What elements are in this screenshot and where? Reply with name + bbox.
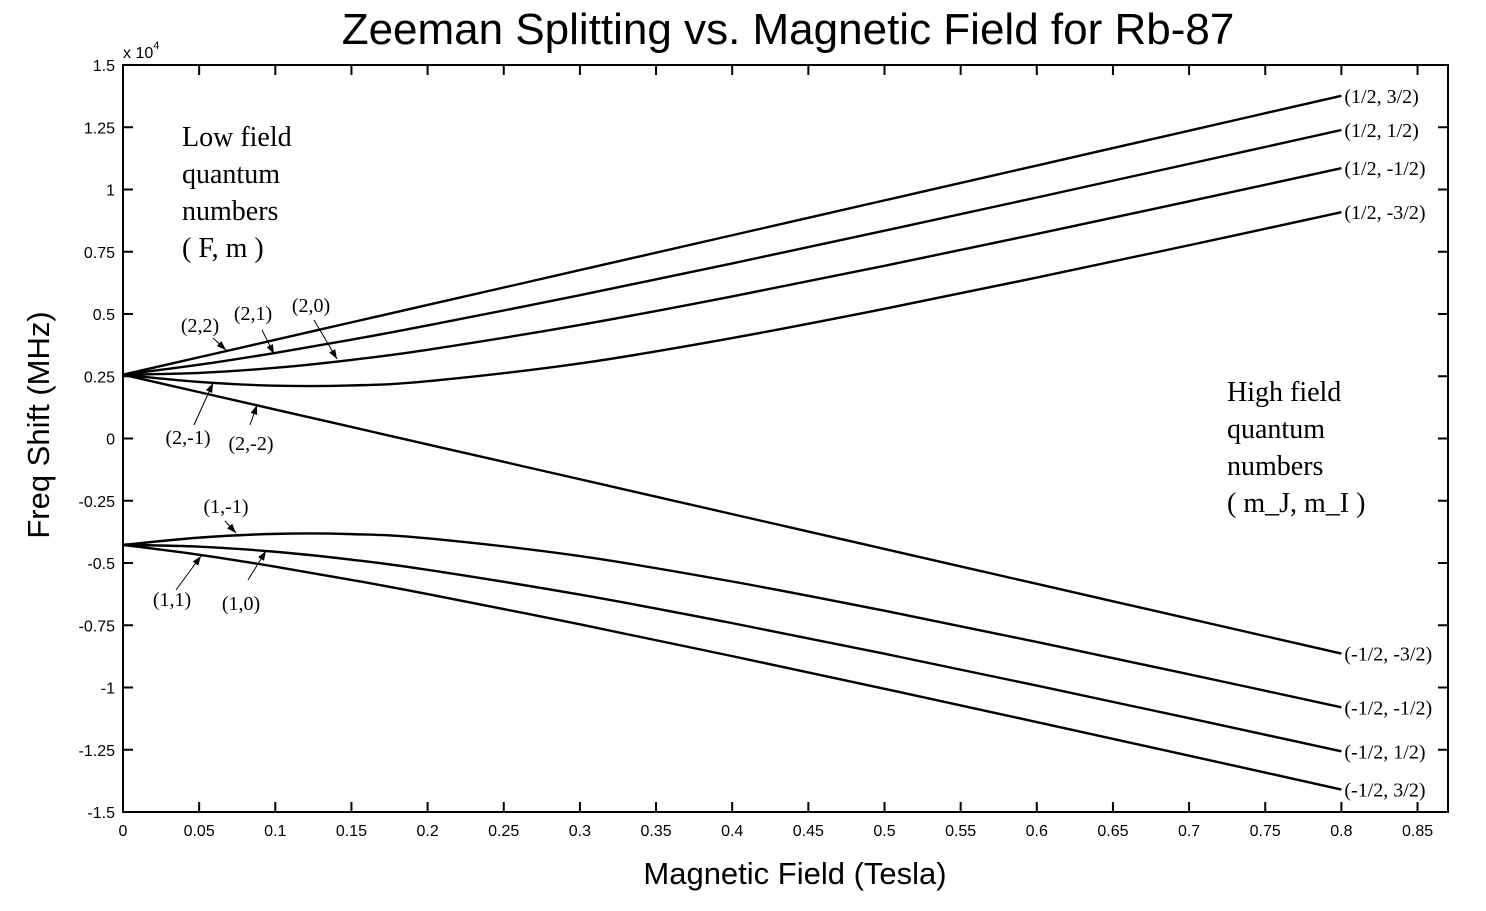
y-tick-label: -0.5 <box>87 556 115 573</box>
high-field-heading-line: quantum <box>1227 414 1325 445</box>
low-field-label: (2,1) <box>234 303 272 325</box>
high-field-heading: High field quantum numbers ( m_J, m_I ) <box>1227 377 1365 519</box>
x-tick-label: 0.6 <box>1026 823 1048 840</box>
high-field-label: (-1/2, -1/2) <box>1344 697 1432 719</box>
y-tick-label: 1.25 <box>84 120 115 137</box>
high-field-label: (1/2, 3/2) <box>1344 86 1418 108</box>
x-tick-label: 0.7 <box>1178 823 1200 840</box>
y-tick-label: 0.75 <box>84 245 115 262</box>
x-tick-label: 0.4 <box>721 823 743 840</box>
low-field-label: (1,-1) <box>204 496 249 518</box>
curve-2m2 <box>122 373 1342 655</box>
high-field-label: (1/2, 1/2) <box>1344 120 1418 142</box>
x-tick-label: 0.45 <box>793 823 824 840</box>
low-field-heading-line: Low field <box>182 122 292 153</box>
y-multiplier-base: x 10 <box>123 45 153 62</box>
curve-22 <box>122 94 1342 376</box>
y-axis-label: Freq Shift (MHz) <box>21 311 56 538</box>
x-tick-label: 0.8 <box>1330 823 1352 840</box>
y-tick-label: -1 <box>101 681 115 698</box>
y-tick-label: 0.5 <box>93 307 115 324</box>
low-field-heading-line: numbers <box>182 196 278 227</box>
low-field-label: (1,1) <box>153 589 191 611</box>
arrowhead-icon <box>216 341 226 350</box>
x-tick-label: 0.75 <box>1250 823 1281 840</box>
y-tick-label: -1.25 <box>79 743 116 760</box>
curve-11 <box>122 543 1342 791</box>
arrowhead-icon <box>258 551 266 561</box>
arrowhead-icon <box>329 349 337 359</box>
high-field-label: (-1/2, 3/2) <box>1344 780 1425 802</box>
x-tick-label: 0.2 <box>416 823 438 840</box>
curve-2m1 <box>122 211 1342 388</box>
x-tick-label: 0.5 <box>873 823 895 840</box>
arrowhead-icon <box>250 405 258 415</box>
x-tick-label: 0.65 <box>1097 823 1128 840</box>
y-tick-label: -0.25 <box>79 494 116 511</box>
low-field-label: (1,0) <box>222 593 260 615</box>
y-tick-label: -0.75 <box>79 618 116 635</box>
y-tick-label: 0.25 <box>84 369 115 386</box>
x-tick-label: 0.35 <box>640 823 671 840</box>
low-field-heading: Low field quantum numbers ( F, m ) <box>182 122 299 264</box>
arrowhead-icon <box>227 523 236 533</box>
curve-20 <box>122 167 1342 376</box>
high-field-label: (1/2, -3/2) <box>1344 202 1425 224</box>
x-tick-label: 0.05 <box>184 823 215 840</box>
x-tick-label: 0.1 <box>264 823 286 840</box>
x-tick-label: 0.55 <box>945 823 976 840</box>
low-field-heading-line: quantum <box>182 159 280 190</box>
curve-1m1 <box>122 532 1342 709</box>
y-tick-label: 1.5 <box>93 58 115 75</box>
arrowhead-icon <box>206 383 213 393</box>
x-tick-label: 0.85 <box>1402 823 1433 840</box>
y-tick-label: 1 <box>106 183 115 200</box>
curve-10 <box>122 543 1342 753</box>
x-tick-label: 0 <box>119 823 128 840</box>
high-field-label: (-1/2, 1/2) <box>1344 741 1425 763</box>
low-field-label: (2,2) <box>181 315 219 337</box>
high-field-label: (-1/2, -3/2) <box>1344 644 1432 666</box>
high-field-heading-line: High field <box>1227 377 1341 408</box>
curve-21 <box>122 128 1342 376</box>
low-field-label: (2,0) <box>292 295 330 317</box>
chart-title: Zeeman Splitting vs. Magnetic Field for … <box>342 5 1235 54</box>
low-field-heading-line: ( F, m ) <box>182 233 264 264</box>
x-tick-label: 0.25 <box>488 823 519 840</box>
x-tick-label: 0.3 <box>569 823 591 840</box>
y-multiplier: x 104 <box>123 40 159 62</box>
high-field-label: (1/2, -1/2) <box>1344 158 1425 180</box>
y-multiplier-exponent: 4 <box>153 40 159 52</box>
x-axis-label: Magnetic Field (Tesla) <box>643 856 946 891</box>
x-tick-label: 0.15 <box>336 823 367 840</box>
low-field-label: (2,-1) <box>166 427 211 449</box>
high-field-heading-line: numbers <box>1227 451 1323 482</box>
y-tick-label: -1.5 <box>87 805 115 822</box>
arrowhead-icon <box>192 556 201 566</box>
y-tick-label: 0 <box>106 432 115 449</box>
high-field-heading-line: ( m_J, m_I ) <box>1227 488 1365 519</box>
arrowhead-icon <box>266 344 274 354</box>
low-field-label: (2,-2) <box>229 433 274 455</box>
